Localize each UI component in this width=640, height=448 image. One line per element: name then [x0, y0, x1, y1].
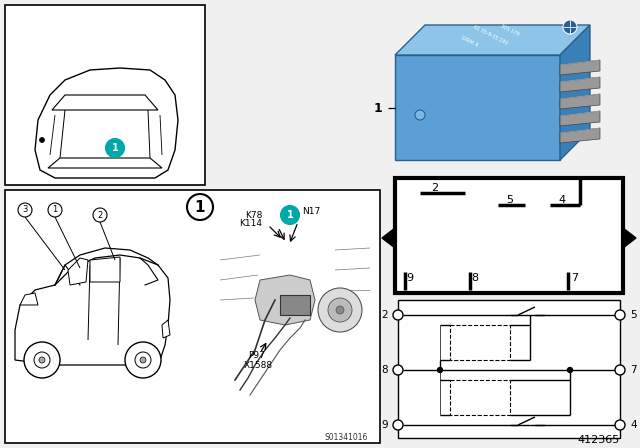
Circle shape — [125, 342, 161, 378]
Text: 1: 1 — [111, 143, 118, 153]
Bar — [5, 190, 380, 443]
Circle shape — [40, 138, 45, 142]
Text: 4: 4 — [559, 195, 566, 205]
Bar — [450, 380, 510, 415]
Text: S01341016: S01341016 — [324, 432, 368, 441]
Bar — [215, 195, 378, 440]
Polygon shape — [560, 111, 600, 126]
Circle shape — [393, 365, 403, 375]
Text: 9: 9 — [406, 273, 413, 283]
Circle shape — [393, 310, 403, 320]
Text: 4: 4 — [630, 420, 637, 430]
Text: 8: 8 — [381, 365, 388, 375]
Circle shape — [318, 288, 362, 332]
Bar — [450, 325, 510, 360]
Text: 7: 7 — [630, 365, 637, 375]
Polygon shape — [255, 275, 315, 325]
Polygon shape — [162, 320, 170, 338]
Text: DRM 4: DRM 4 — [461, 36, 479, 48]
Text: X1588: X1588 — [244, 361, 273, 370]
Polygon shape — [382, 228, 395, 248]
Polygon shape — [560, 128, 600, 143]
Bar — [398, 300, 620, 438]
Text: 1: 1 — [287, 210, 293, 220]
Polygon shape — [560, 94, 600, 109]
Bar — [217, 197, 376, 438]
Text: 5: 5 — [630, 310, 637, 320]
Polygon shape — [52, 95, 158, 110]
Circle shape — [39, 357, 45, 363]
Text: 5: 5 — [506, 195, 513, 205]
Polygon shape — [48, 158, 162, 168]
Text: 1: 1 — [195, 199, 205, 215]
Circle shape — [415, 110, 425, 120]
Text: 412365: 412365 — [578, 435, 620, 445]
Circle shape — [328, 298, 352, 322]
Circle shape — [106, 139, 124, 157]
Circle shape — [568, 367, 573, 372]
Circle shape — [615, 310, 625, 320]
Polygon shape — [395, 55, 560, 160]
Circle shape — [93, 208, 107, 222]
Polygon shape — [560, 25, 590, 160]
Polygon shape — [20, 293, 38, 305]
Text: 61 35-9-35 190: 61 35-9-35 190 — [472, 24, 508, 46]
Text: 2: 2 — [381, 310, 388, 320]
Polygon shape — [623, 228, 636, 248]
Circle shape — [140, 357, 146, 363]
Text: 9: 9 — [381, 420, 388, 430]
Polygon shape — [560, 60, 600, 75]
Polygon shape — [35, 68, 178, 178]
Text: K114: K114 — [239, 220, 262, 228]
Circle shape — [563, 20, 577, 34]
Text: N17: N17 — [302, 207, 320, 216]
Circle shape — [615, 420, 625, 430]
Text: 2: 2 — [97, 211, 102, 220]
Circle shape — [24, 342, 60, 378]
Circle shape — [187, 194, 213, 220]
Text: P97: P97 — [248, 350, 265, 359]
Polygon shape — [560, 77, 600, 92]
Polygon shape — [90, 257, 120, 282]
Text: K78: K78 — [244, 211, 262, 220]
Circle shape — [281, 206, 299, 224]
Circle shape — [18, 203, 32, 217]
Polygon shape — [395, 25, 590, 55]
Polygon shape — [280, 295, 310, 315]
Text: 8: 8 — [472, 273, 479, 283]
Circle shape — [438, 367, 442, 372]
Bar — [395, 178, 623, 293]
Text: 2: 2 — [431, 183, 438, 193]
Text: 1: 1 — [52, 206, 58, 215]
Polygon shape — [68, 258, 88, 285]
Text: 1: 1 — [373, 102, 382, 115]
Circle shape — [615, 365, 625, 375]
Circle shape — [34, 352, 50, 368]
Circle shape — [393, 420, 403, 430]
Circle shape — [135, 352, 151, 368]
Circle shape — [48, 203, 62, 217]
Text: 305 179: 305 179 — [500, 23, 520, 37]
Bar — [5, 5, 205, 185]
Circle shape — [336, 306, 344, 314]
Text: 7: 7 — [572, 273, 579, 283]
Polygon shape — [15, 255, 170, 365]
Text: 3: 3 — [22, 206, 28, 215]
